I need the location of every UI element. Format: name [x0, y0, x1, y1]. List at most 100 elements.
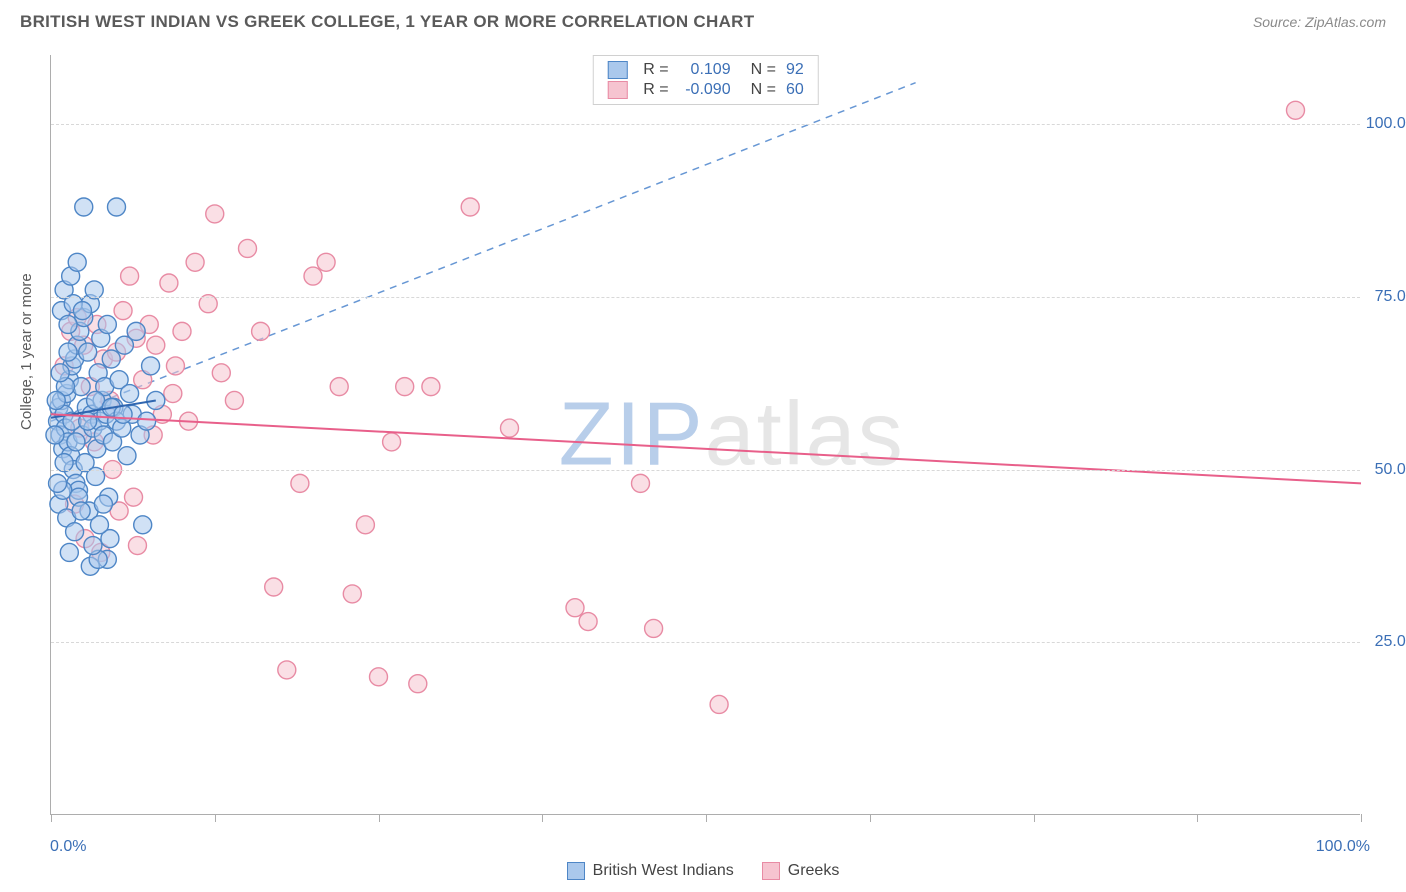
legend-label: Greeks	[788, 862, 840, 880]
data-point	[164, 385, 182, 403]
data-point	[79, 343, 97, 361]
data-point	[46, 426, 64, 444]
data-point	[75, 198, 93, 216]
legend-top: R = 0.109 N = 92 R = -0.090 N = 60	[592, 55, 818, 105]
data-point	[90, 516, 108, 534]
data-point	[173, 322, 191, 340]
chart-area: ZIPatlas R = 0.109 N = 92 R = -0.090 N =…	[50, 55, 1360, 815]
legend-swatch	[567, 862, 585, 880]
x-tick	[1361, 814, 1362, 822]
legend-swatch	[607, 61, 627, 79]
data-point	[206, 205, 224, 223]
y-tick-label: 50.0%	[1365, 461, 1406, 479]
legend-bottom-item: British West Indians	[567, 862, 734, 880]
data-point	[94, 495, 112, 513]
data-point	[710, 695, 728, 713]
data-point	[73, 302, 91, 320]
y-tick-label: 25.0%	[1365, 633, 1406, 651]
data-point	[128, 537, 146, 555]
data-point	[225, 391, 243, 409]
data-point	[186, 253, 204, 271]
n-label: N =	[751, 61, 776, 79]
data-point	[370, 668, 388, 686]
trend-line	[51, 414, 1361, 483]
data-point	[343, 585, 361, 603]
data-point	[160, 274, 178, 292]
legend-bottom: British West Indians Greeks	[0, 862, 1406, 880]
data-point	[118, 447, 136, 465]
data-point	[114, 405, 132, 423]
data-point	[632, 474, 650, 492]
data-point	[121, 267, 139, 285]
data-point	[252, 322, 270, 340]
data-point	[59, 343, 77, 361]
data-point	[566, 599, 584, 617]
gridline	[51, 470, 1360, 471]
data-point	[47, 391, 65, 409]
data-point	[212, 364, 230, 382]
data-point	[265, 578, 283, 596]
data-point	[68, 253, 86, 271]
y-tick-label: 75.0%	[1365, 288, 1406, 306]
data-point	[125, 488, 143, 506]
data-point	[1287, 101, 1305, 119]
data-point	[138, 412, 156, 430]
data-point	[645, 619, 663, 637]
data-point	[304, 267, 322, 285]
x-tick	[706, 814, 707, 822]
data-point	[51, 364, 69, 382]
gridline	[51, 124, 1360, 125]
data-point	[59, 315, 77, 333]
y-axis-title: College, 1 year or more	[18, 273, 35, 430]
data-point	[102, 350, 120, 368]
data-point	[60, 543, 78, 561]
data-point	[461, 198, 479, 216]
data-point	[84, 537, 102, 555]
scatter-plot	[51, 55, 1360, 814]
legend-label: British West Indians	[593, 862, 734, 880]
data-point	[501, 419, 519, 437]
r-value: -0.090	[679, 81, 731, 99]
x-axis-label-100: 100.0%	[1316, 838, 1370, 856]
legend-top-row: R = -0.090 N = 60	[607, 80, 803, 100]
data-point	[291, 474, 309, 492]
source-label: Source: ZipAtlas.com	[1253, 14, 1386, 30]
data-point	[127, 322, 145, 340]
x-axis-label-0: 0.0%	[50, 838, 86, 856]
data-point	[278, 661, 296, 679]
data-point	[330, 378, 348, 396]
data-point	[108, 198, 126, 216]
y-tick-label: 100.0%	[1365, 115, 1406, 133]
x-tick	[379, 814, 380, 822]
data-point	[409, 675, 427, 693]
data-point	[356, 516, 374, 534]
data-point	[396, 378, 414, 396]
data-point	[422, 378, 440, 396]
n-value: 92	[786, 61, 804, 79]
data-point	[239, 239, 257, 257]
data-point	[317, 253, 335, 271]
chart-title: BRITISH WEST INDIAN VS GREEK COLLEGE, 1 …	[20, 12, 754, 32]
r-value: 0.109	[679, 61, 731, 79]
legend-swatch	[762, 862, 780, 880]
data-point	[166, 357, 184, 375]
x-tick	[1197, 814, 1198, 822]
x-tick	[215, 814, 216, 822]
legend-swatch	[607, 81, 627, 99]
data-point	[121, 385, 139, 403]
data-point	[147, 336, 165, 354]
legend-bottom-item: Greeks	[762, 862, 840, 880]
x-tick	[1034, 814, 1035, 822]
r-label: R =	[643, 61, 668, 79]
data-point	[134, 516, 152, 534]
data-point	[66, 523, 84, 541]
x-tick	[51, 814, 52, 822]
data-point	[114, 302, 132, 320]
n-label: N =	[751, 81, 776, 99]
x-tick	[542, 814, 543, 822]
title-bar: BRITISH WEST INDIAN VS GREEK COLLEGE, 1 …	[0, 0, 1406, 40]
data-point	[383, 433, 401, 451]
x-tick	[870, 814, 871, 822]
data-point	[67, 433, 85, 451]
data-point	[49, 474, 67, 492]
